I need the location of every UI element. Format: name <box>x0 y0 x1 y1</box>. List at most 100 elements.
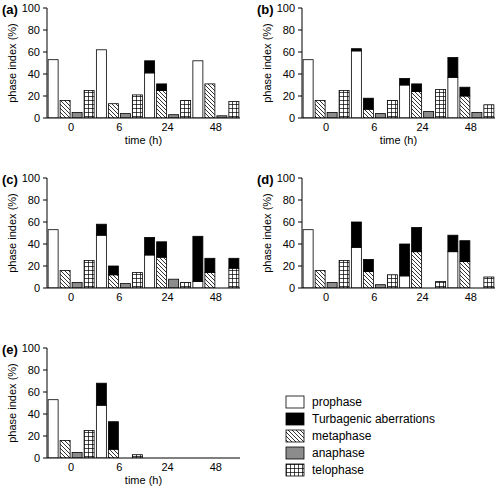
bar-segment <box>339 90 349 91</box>
x-axis-label: time (h) <box>125 134 162 146</box>
y-tick <box>298 118 302 119</box>
bar <box>229 102 239 119</box>
x-tick-label: 48 <box>210 291 222 303</box>
bar-segment <box>181 100 191 101</box>
bar-segment <box>363 259 373 271</box>
bar <box>181 283 191 289</box>
y-tick-label: 100 <box>22 172 40 184</box>
x-tick-label: 6 <box>116 461 122 473</box>
figure: (a)phase index (%)020406080100062448time… <box>0 0 500 489</box>
bar-segment <box>108 422 118 450</box>
bar-segment <box>400 78 410 85</box>
bar-segment <box>60 270 70 271</box>
y-tick <box>43 74 47 75</box>
y-tick <box>43 30 47 31</box>
legend-swatch <box>286 430 304 442</box>
y-tick <box>298 266 302 267</box>
bar <box>84 431 94 459</box>
y-tick-label: 60 <box>28 386 40 398</box>
y-tick-label: 40 <box>283 68 295 80</box>
legend-swatch <box>286 464 304 476</box>
bar <box>60 440 70 458</box>
panel: (e)phase index (%)020406080100062448time… <box>2 342 240 486</box>
bar <box>48 60 58 118</box>
y-tick <box>43 288 47 289</box>
panel: (c)phase index (%)020406080100062448 <box>2 172 240 303</box>
y-tick-label: 80 <box>28 24 40 36</box>
bar-segment <box>169 114 179 115</box>
x-axis-label: time (h) <box>125 474 162 486</box>
bars <box>303 222 494 288</box>
bar-segment <box>72 452 82 453</box>
y-axis <box>47 8 48 118</box>
panel-title: (d) <box>257 172 274 187</box>
bar <box>108 104 118 118</box>
y-tick-label: 60 <box>28 46 40 58</box>
bar <box>460 262 470 288</box>
bar <box>448 252 458 288</box>
bar <box>436 89 446 118</box>
y-tick-label: 20 <box>283 90 295 102</box>
bar-segment <box>132 272 142 273</box>
bar <box>157 257 167 288</box>
y-axis-label: phase index (%) <box>261 193 273 273</box>
bar-segment <box>120 283 130 284</box>
bar-segment <box>460 241 470 262</box>
y-tick-label: 20 <box>283 260 295 272</box>
bar <box>484 277 494 288</box>
y-tick-label: 100 <box>277 172 295 184</box>
bar <box>339 261 349 289</box>
bar <box>351 247 361 288</box>
bar <box>120 114 130 118</box>
bar <box>181 100 191 118</box>
x-tick-label: 0 <box>68 121 74 133</box>
bar-segment <box>472 112 482 113</box>
y-tick-label: 40 <box>283 238 295 250</box>
bar <box>229 268 239 288</box>
x-axis-label: time (h) <box>380 134 417 146</box>
bar-segment <box>145 237 155 255</box>
x-tick-label: 48 <box>465 291 477 303</box>
bar <box>169 279 179 288</box>
bar <box>60 100 70 118</box>
bar <box>315 100 325 118</box>
y-axis-label: phase index (%) <box>6 193 18 273</box>
bar <box>96 50 106 118</box>
y-tick-label: 80 <box>28 364 40 376</box>
panel-title: (c) <box>2 172 18 187</box>
bar <box>72 283 82 289</box>
x-axis <box>47 288 240 289</box>
bar <box>96 235 106 288</box>
bar <box>84 91 94 119</box>
legend-label: metaphase <box>312 429 372 443</box>
bar-segment <box>327 112 337 113</box>
bar-segment <box>72 282 82 283</box>
x-tick-label: 24 <box>417 291 429 303</box>
legend-label: anaphase <box>312 446 365 460</box>
bar-segment <box>217 115 227 116</box>
bar-segment <box>351 49 361 51</box>
bar-segment <box>108 103 118 104</box>
y-tick <box>298 178 302 179</box>
bar-segment <box>193 236 203 281</box>
bar-segment <box>327 282 337 283</box>
bar <box>387 100 397 118</box>
y-tick-label: 80 <box>283 194 295 206</box>
y-axis-label: phase index (%) <box>6 363 18 443</box>
x-axis <box>302 118 495 119</box>
x-tick-label: 24 <box>162 121 174 133</box>
y-tick <box>43 96 47 97</box>
bar-segment <box>484 277 494 278</box>
bar <box>108 275 118 288</box>
bar <box>412 252 422 288</box>
bar <box>48 400 58 458</box>
bar <box>363 272 373 289</box>
bar-segment <box>157 242 167 257</box>
y-axis <box>302 178 303 288</box>
bar <box>72 113 82 119</box>
y-tick <box>298 96 302 97</box>
bar-segment <box>303 229 313 230</box>
y-tick <box>43 436 47 437</box>
bar <box>48 230 58 288</box>
bar-segment <box>351 222 361 247</box>
